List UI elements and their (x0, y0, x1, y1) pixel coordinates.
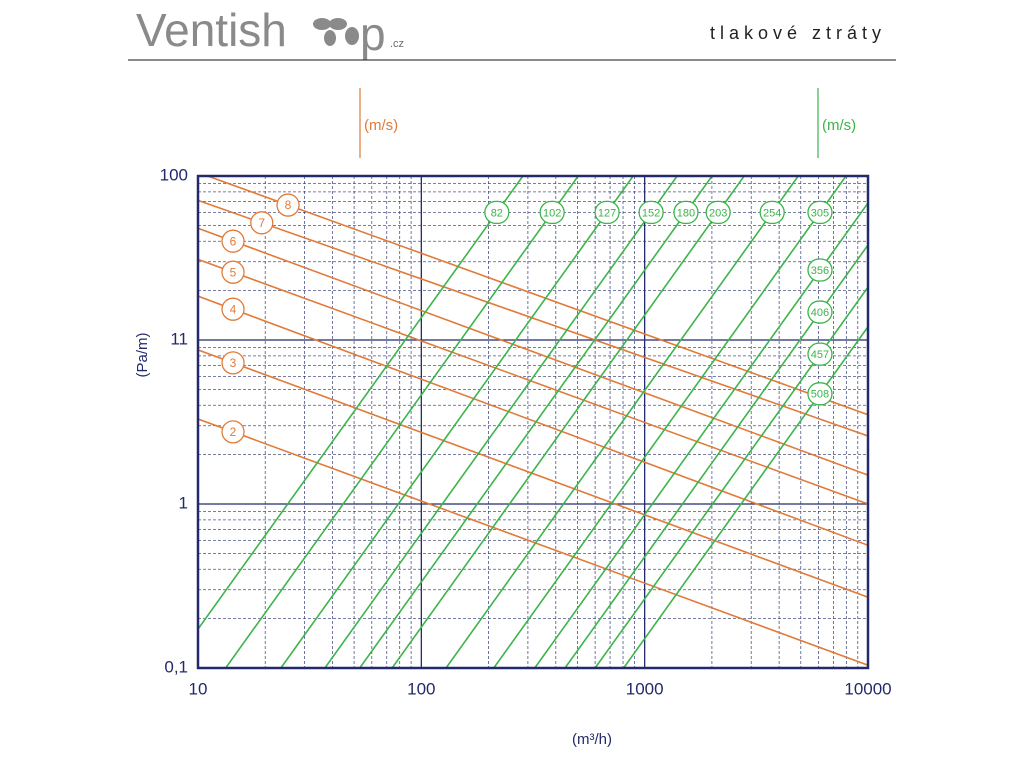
y-tick-label: 0,1 (164, 657, 188, 676)
line-label: 406 (811, 307, 829, 319)
y-tick-label: 1 (179, 493, 188, 512)
line-label-badge (705, 200, 731, 225)
line-label: 82 (491, 207, 503, 219)
y-tick-label: 11 (170, 329, 188, 348)
series-line (594, 285, 868, 668)
line-label-badge (594, 200, 620, 225)
line-label-badge (807, 382, 833, 406)
line-label-badge (539, 200, 565, 225)
series-line (359, 176, 713, 668)
series-line (198, 295, 868, 547)
series-line (564, 243, 868, 668)
unit-label: (m/s) (822, 117, 856, 134)
line-label: 7 (258, 216, 265, 230)
line-label-badge (638, 200, 664, 225)
logo-icon (313, 18, 359, 46)
series-lines (198, 176, 868, 668)
y-tick-label: 100 (160, 165, 188, 184)
series-line (280, 176, 634, 668)
line-label-badge (807, 342, 833, 366)
line-label-badge (807, 258, 833, 282)
series-line (198, 227, 868, 476)
line-label: 5 (230, 265, 237, 279)
series-line (198, 176, 524, 631)
line-label: 457 (811, 349, 829, 361)
line-label: 3 (230, 356, 237, 370)
line-label: 4 (230, 302, 237, 316)
line-label: 127 (598, 207, 616, 219)
line-label-badge (759, 200, 785, 225)
line-label-badge (221, 260, 245, 284)
series-line (198, 258, 868, 505)
series-line (445, 176, 799, 668)
line-label: 356 (811, 265, 829, 277)
line-label: 2 (230, 425, 237, 439)
line-label-badge (276, 193, 300, 217)
y-axis-label: (Pa/m) (134, 332, 151, 377)
series-line (493, 176, 847, 668)
series-line (198, 418, 868, 666)
line-label: 6 (230, 234, 237, 248)
line-label: 102 (543, 207, 561, 219)
logo-text: Ventish (136, 4, 287, 56)
series-line (622, 325, 868, 668)
line-label: 305 (811, 207, 829, 219)
line-label: 508 (811, 389, 829, 401)
line-label-badge (250, 211, 274, 235)
series-line (198, 199, 868, 437)
line-label: 180 (677, 207, 695, 219)
line-label-badge (221, 229, 245, 253)
logo-text: p (360, 8, 386, 60)
x-axis-label: (m³/h) (572, 731, 612, 748)
line-label: 203 (709, 207, 727, 219)
x-tick-label: 1000 (626, 679, 664, 698)
line-label: 152 (642, 207, 660, 219)
page-title: tlakové ztráty (710, 23, 886, 43)
unit-label: (m/s) (364, 117, 398, 134)
x-tick-label: 10 (189, 679, 208, 698)
line-label-badge (807, 200, 833, 225)
series-line (534, 201, 868, 668)
line-label: 254 (763, 207, 781, 219)
series-line (205, 176, 868, 416)
line-label-badge (221, 420, 245, 444)
x-tick-label: 10000 (844, 679, 891, 698)
line-label: 8 (285, 198, 292, 212)
series-line (198, 349, 868, 599)
series-line (225, 176, 579, 668)
series-line (391, 176, 745, 668)
x-tick-label: 100 (407, 679, 435, 698)
line-label-badge (807, 300, 833, 324)
line-label-badge (484, 200, 510, 225)
logo-domain: .cz (390, 38, 404, 50)
line-label-badge (673, 200, 699, 225)
plot-frame (196, 174, 870, 670)
line-label-badge (221, 297, 245, 321)
series-line (324, 176, 678, 668)
line-label-badge (221, 351, 245, 375)
